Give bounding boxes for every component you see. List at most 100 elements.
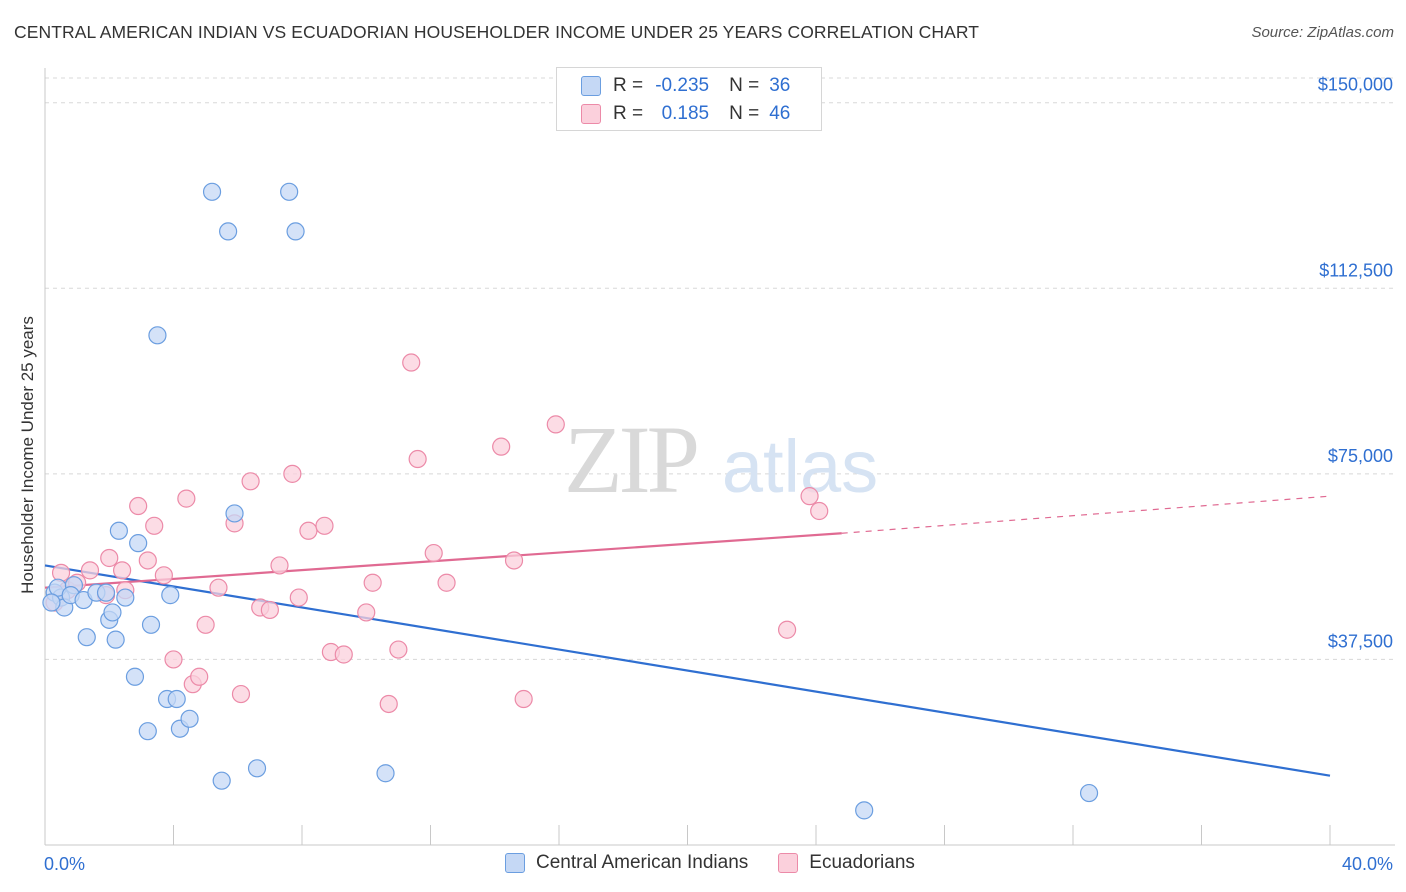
data-point-ecuadorian — [164, 650, 183, 669]
n-label: N = — [729, 103, 760, 124]
r-label: R = — [613, 75, 644, 96]
data-point-central-american-indian — [116, 588, 135, 607]
chart-title: CENTRAL AMERICAN INDIAN VS ECUADORIAN HO… — [14, 22, 980, 42]
data-point-central-american-indian — [1079, 783, 1099, 803]
x-tick-label: 40.0% — [1342, 854, 1393, 874]
n-label: N = — [729, 75, 760, 96]
data-point-ecuadorian — [241, 472, 260, 491]
data-point-ecuadorian — [299, 521, 318, 540]
data-point-central-american-indian — [167, 689, 186, 709]
data-point-ecuadorian — [424, 543, 443, 563]
legend-item-ecuadorians[interactable]: Ecuadorians — [778, 852, 915, 874]
data-point-ecuadorian — [270, 556, 289, 575]
n-value: 46 — [769, 103, 791, 124]
stats-row-central-american: R = -0.235 N = 36 — [581, 73, 790, 99]
data-point-central-american-indian — [247, 759, 267, 778]
data-point-central-american-indian — [219, 222, 238, 241]
data-point-ecuadorian — [177, 489, 196, 508]
y-tick-label: $150,000 — [1318, 75, 1393, 95]
data-point-central-american-indian — [106, 630, 125, 649]
data-point-central-american-indian — [376, 764, 395, 783]
data-point-ecuadorian — [190, 667, 209, 686]
data-point-ecuadorian — [357, 603, 376, 622]
blue-swatch — [505, 853, 525, 873]
trend-line-ecuadorians-extension — [841, 495, 1331, 534]
trend-lines — [44, 495, 1331, 777]
data-point-central-american-indian — [855, 801, 874, 820]
data-point-ecuadorian — [402, 353, 421, 372]
data-point-ecuadorian — [437, 573, 456, 592]
gridlines — [45, 77, 1395, 660]
data-point-ecuadorian — [154, 566, 173, 585]
data-point-ecuadorian — [504, 551, 524, 570]
legend-label: Central American Indians — [536, 852, 749, 873]
data-point-central-american-indian — [42, 593, 61, 612]
data-point-central-american-indian — [148, 326, 167, 345]
data-point-ecuadorian — [231, 684, 251, 704]
data-point-central-american-indian — [77, 628, 96, 647]
n-value: 36 — [769, 75, 791, 96]
data-point-ecuadorian — [145, 516, 164, 535]
data-point-central-american-indian — [109, 521, 128, 540]
x-tick-label: 0.0% — [44, 854, 85, 874]
data-point-ecuadorian — [408, 449, 427, 469]
data-point-ecuadorian — [379, 694, 398, 714]
data-point-central-american-indian — [286, 222, 305, 241]
data-point-central-american-indian — [180, 709, 199, 728]
data-point-ecuadorian — [546, 415, 565, 434]
stats-legend: R = -0.235 N = 36 R = 0.185 N = 46 — [556, 67, 822, 131]
axes — [44, 68, 1395, 846]
data-point-ecuadorian — [51, 563, 71, 582]
data-point-central-american-indian — [280, 182, 299, 201]
data-point-central-american-indian — [225, 504, 244, 523]
r-value: -0.235 — [655, 75, 710, 96]
data-point-ecuadorian — [514, 689, 533, 709]
data-point-central-american-indian — [212, 771, 231, 790]
legend-label: Ecuadorians — [809, 852, 915, 873]
pink-swatch — [581, 104, 601, 124]
data-point-ecuadorian — [363, 573, 382, 592]
data-point-central-american-indian — [129, 534, 148, 553]
blue-swatch — [581, 76, 601, 96]
data-point-central-american-indian — [125, 667, 145, 686]
data-point-ecuadorian — [100, 548, 119, 568]
data-point-ecuadorian — [209, 578, 228, 597]
data-point-ecuadorian — [492, 437, 511, 456]
data-point-central-american-indian — [141, 615, 161, 634]
y-tick-label: $112,500 — [1319, 260, 1393, 280]
trend-line-central-american-indians — [44, 564, 1331, 777]
stats-row-ecuadorian: R = 0.185 N = 46 — [581, 101, 790, 127]
data-point-ecuadorian — [138, 551, 157, 570]
data-point-ecuadorian — [80, 561, 100, 580]
y-tick-label: $75,000 — [1328, 446, 1393, 466]
trend-line-ecuadorians — [44, 532, 842, 589]
data-point-ecuadorian — [260, 600, 279, 620]
source-label: Source: ZipAtlas.com — [1251, 24, 1394, 41]
data-point-ecuadorian — [800, 487, 819, 506]
y-tick-label: $37,500 — [1328, 631, 1393, 651]
data-point-ecuadorian — [283, 464, 302, 483]
r-label: R = — [613, 103, 644, 124]
data-point-central-american-indian — [103, 603, 122, 622]
data-point-ecuadorian — [129, 496, 148, 516]
data-point-ecuadorian — [196, 615, 215, 634]
data-point-central-american-indian — [202, 182, 222, 201]
legend-item-central-american-indians[interactable]: Central American Indians — [505, 852, 748, 874]
data-point-central-american-indian — [161, 586, 180, 605]
pink-swatch — [778, 853, 799, 873]
data-point-ecuadorian — [389, 640, 408, 659]
data-point-ecuadorian — [289, 588, 308, 607]
data-point-ecuadorian — [777, 620, 797, 639]
watermark-zip: ZIP — [564, 406, 697, 513]
data-point-central-american-indian — [138, 722, 157, 741]
watermark-atlas: atlas — [722, 425, 878, 508]
watermark: ZIP atlas — [564, 406, 878, 513]
data-points — [42, 182, 1099, 820]
data-point-ecuadorian — [315, 516, 334, 535]
data-point-ecuadorian — [334, 645, 353, 664]
data-point-central-american-indian — [96, 583, 116, 602]
data-point-ecuadorian — [810, 501, 829, 521]
r-value: 0.185 — [661, 103, 710, 124]
data-point-ecuadorian — [112, 561, 132, 580]
